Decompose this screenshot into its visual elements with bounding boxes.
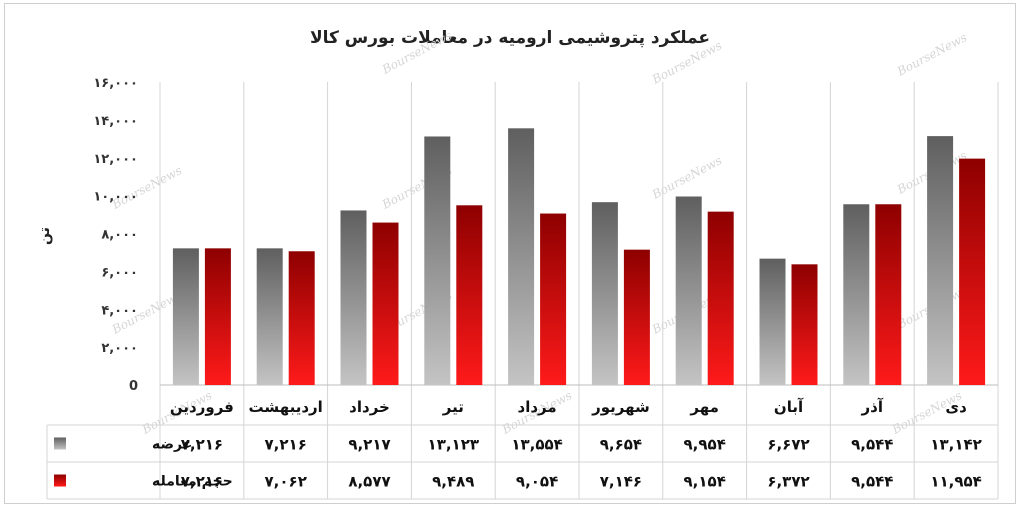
- bar-volume: [959, 158, 986, 385]
- y-tick-label: ۱۶,۰۰۰: [93, 76, 138, 91]
- watermark-text: BourseNews: [894, 30, 969, 79]
- watermark-text: BourseNews: [649, 153, 724, 202]
- data-label: ۹,۶۵۴: [600, 436, 642, 454]
- y-tick-label: ۸,۰۰۰: [101, 228, 138, 243]
- bar-supply: [172, 248, 199, 385]
- bar-layer: [172, 128, 986, 386]
- bar-volume: [288, 251, 315, 385]
- data-label: ۹,۴۸۹: [432, 473, 474, 491]
- data-label: ۱۳,۱۴۲: [930, 436, 981, 454]
- y-tick-label: ۱۴,۰۰۰: [93, 114, 138, 129]
- x-tick-label: تیر: [442, 398, 464, 416]
- y-tick-layer: 0 ۲,۰۰۰ ۴,۰۰۰ ۶,۰۰۰ ۸,۰۰۰ ۱۰,۰۰۰ ۱۲,۰۰۰ ۱۴,۰۰۰ ۱…: [93, 76, 138, 394]
- x-tick-label: خرداد: [349, 398, 390, 416]
- data-label: ۷,۰۶۲: [265, 473, 307, 491]
- x-tick-label: مهر: [689, 398, 719, 416]
- watermark-layer: BourseNews BourseNews BourseNewsBourseNews…: [109, 28, 969, 437]
- y-tick-label: ۴,۰۰۰: [101, 303, 138, 318]
- data-label: ۹,۲۱۷: [348, 436, 390, 454]
- x-tick-label: دی: [945, 398, 967, 416]
- x-tick-label: آذر: [861, 398, 884, 416]
- data-label: ۶,۶۷۲: [767, 436, 809, 454]
- legend-swatch-volume: [54, 474, 66, 487]
- bar-volume: [456, 205, 483, 385]
- x-tick-label: شهریور: [591, 398, 650, 416]
- data-label: ۱۳,۵۵۴: [511, 436, 562, 454]
- bar-supply: [843, 204, 870, 385]
- data-label: ۷,۱۴۶: [600, 473, 642, 491]
- bar-volume: [372, 222, 399, 385]
- data-label: ۷,۲۱۶: [181, 473, 223, 491]
- y-tick-label: ۱۰,۰۰۰: [93, 190, 138, 205]
- x-tick-label: اردیبهشت: [249, 398, 323, 416]
- bar-supply: [927, 136, 954, 385]
- y-tick-label: ۲,۰۰۰: [101, 341, 138, 356]
- legend-swatch-supply: [54, 437, 66, 450]
- data-label: ۹,۱۵۴: [684, 473, 726, 491]
- data-label: ۹,۹۵۴: [684, 436, 726, 454]
- data-label: ۸,۵۷۷: [348, 473, 390, 491]
- watermark-text: BourseNews: [109, 163, 184, 212]
- chart-svg: عملکرد پتروشیمی ارومیه در معاملات بورس ک…: [37, 28, 999, 500]
- bar-volume: [623, 249, 650, 385]
- data-table: فروردین اردیبهشت خرداد تیر مرداد شهریور مهر آبا…: [54, 398, 982, 491]
- chart-frame: عملکرد پتروشیمی ارومیه در معاملات بورس ک…: [4, 3, 1016, 504]
- data-label: ۱۳,۱۲۳: [428, 436, 479, 454]
- bar-supply: [591, 202, 618, 385]
- y-tick-label: 0: [129, 379, 138, 394]
- data-label: ۹,۰۵۴: [516, 473, 558, 491]
- data-label: ۱۱,۹۵۴: [930, 473, 981, 491]
- chart-title: عملکرد پتروشیمی ارومیه در معاملات بورس ک…: [310, 28, 710, 48]
- bar-volume: [540, 213, 567, 385]
- bar-volume: [875, 204, 902, 385]
- bar-supply: [675, 196, 702, 385]
- data-label: ۷,۲۱۶: [265, 436, 307, 454]
- y-axis-label: تن: [37, 227, 53, 245]
- bar-supply: [340, 210, 367, 385]
- x-tick-label: آبان: [774, 398, 804, 416]
- legend-label-volume: حجم معامله: [152, 474, 233, 490]
- bar-volume: [707, 211, 734, 385]
- data-label: ۹,۵۴۴: [851, 436, 893, 454]
- bar-volume: [791, 264, 818, 385]
- bar-supply: [759, 258, 786, 385]
- x-tick-label: مرداد: [518, 398, 557, 416]
- bar-supply: [508, 128, 535, 386]
- y-tick-label: ۱۲,۰۰۰: [93, 152, 138, 167]
- bar-supply: [424, 136, 451, 385]
- bar-volume: [204, 248, 231, 385]
- data-label: ۹,۵۴۴: [851, 473, 893, 491]
- legend-label-supply: عرضه: [152, 437, 192, 453]
- y-tick-label: ۶,۰۰۰: [101, 265, 138, 280]
- data-label: ۷,۲۱۶: [181, 436, 223, 454]
- x-tick-label: فروردین: [170, 398, 234, 416]
- data-label: ۶,۳۷۲: [767, 473, 809, 491]
- bar-supply: [256, 248, 283, 385]
